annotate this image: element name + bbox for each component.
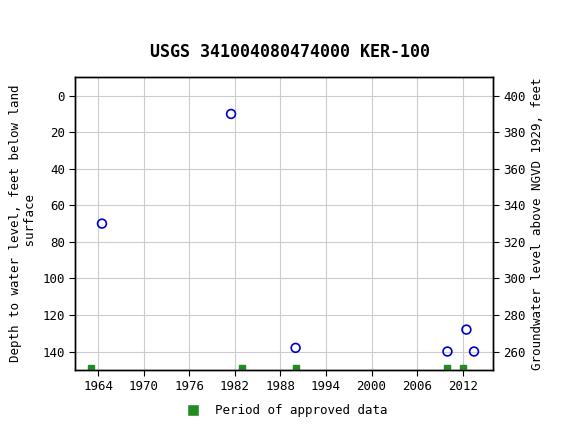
Point (291, 344, 300, 351)
Text: USGS 341004080474000 KER-100: USGS 341004080474000 KER-100 (150, 43, 430, 61)
Point (462, 326, 471, 333)
Point (469, 348, 478, 355)
Legend: Period of approved data: Period of approved data (176, 399, 393, 422)
Y-axis label: Depth to water level, feet below land
 surface: Depth to water level, feet below land su… (9, 85, 37, 362)
Text: ▒USGS: ▒USGS (12, 15, 92, 37)
Point (97, 220, 107, 227)
Point (443, 348, 452, 355)
Point (226, 111, 235, 117)
Y-axis label: Groundwater level above NGVD 1929, feet: Groundwater level above NGVD 1929, feet (531, 77, 545, 370)
